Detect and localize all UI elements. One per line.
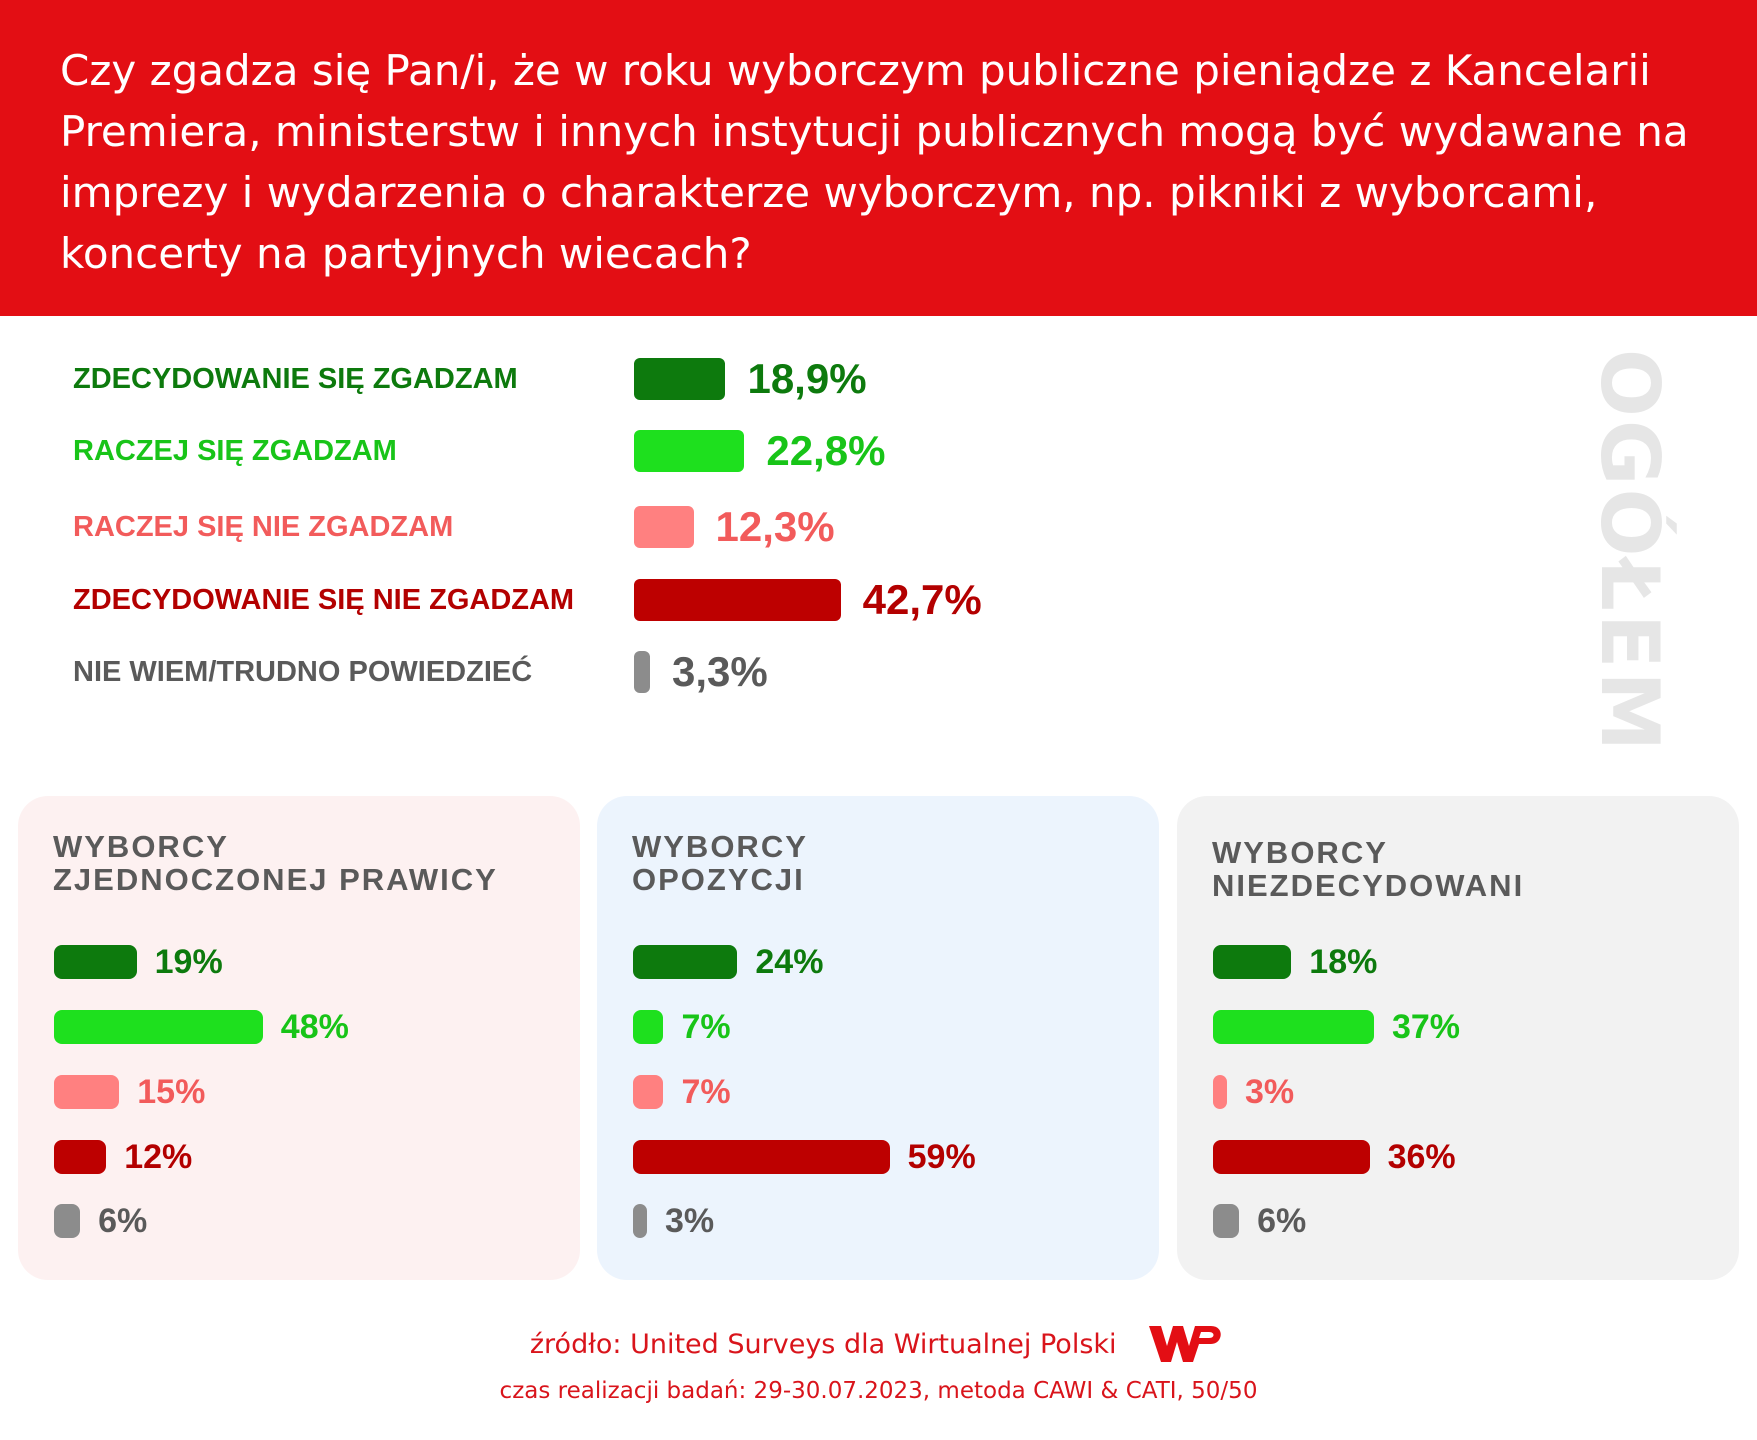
bar-agree xyxy=(633,1010,664,1044)
bar-strong-agree xyxy=(633,945,738,979)
value-label-agree: 7% xyxy=(681,1008,731,1046)
bar-strong-agree xyxy=(54,945,137,979)
bar-agree xyxy=(54,1010,263,1044)
value-label-strong-agree: 19% xyxy=(154,943,223,981)
bar-dont-know xyxy=(54,1204,81,1238)
bar-strong-agree xyxy=(1213,945,1292,979)
category-label-dont-know: NIE WIEM/TRUDNO POWIEDZIEĆ xyxy=(73,656,533,688)
header-banner: Czy zgadza się Pan/i, że w roku wyborczy… xyxy=(0,0,1757,316)
overall-chart: ZDECYDOWANIE SIĘ ZGADZAM 18,9% RACZEJ SIĘ … xyxy=(0,316,1757,786)
value-label-dont-know: 3% xyxy=(665,1202,715,1240)
category-label-agree: RACZEJ SIĘ ZGADZAM xyxy=(73,435,397,467)
value-label-disagree: 7% xyxy=(681,1073,731,1111)
value-label-strong-agree: 24% xyxy=(755,943,824,981)
panel-niezdecydowani: WYBORCY NIEZDECYDOWANI 18% 37% 3% 36% 6% xyxy=(1177,796,1739,1280)
question-title: Czy zgadza się Pan/i, że w roku wyborczy… xyxy=(60,46,1689,278)
panel-title: WYBORCY OPOZYCJI xyxy=(632,829,808,897)
bar-agree xyxy=(1213,1010,1374,1044)
value-label-dont-know: 3,3% xyxy=(671,648,768,695)
bar-strong-disagree xyxy=(54,1140,107,1174)
wp-logo-icon xyxy=(1149,1326,1221,1362)
panel-title: WYBORCY ZJEDNOCZONEJ PRAWICY xyxy=(53,829,498,897)
panel-title: WYBORCY NIEZDECYDOWANI xyxy=(1212,835,1525,903)
bar-strong-disagree xyxy=(633,1140,890,1174)
value-label-strong-disagree: 59% xyxy=(907,1138,976,1176)
value-label-strong-disagree: 12% xyxy=(124,1138,193,1176)
bar-agree xyxy=(634,430,745,472)
value-label-disagree: 15% xyxy=(137,1073,206,1111)
bar-dont-know xyxy=(1213,1204,1240,1238)
bar-strong-disagree xyxy=(634,579,841,621)
bar-disagree xyxy=(633,1075,664,1109)
panel-opozycja: WYBORCY OPOZYCJI 24% 7% 7% 59% 3% xyxy=(597,796,1159,1280)
value-label-disagree: 12,3% xyxy=(715,503,835,550)
value-label-strong-agree: 18,9% xyxy=(747,355,867,402)
source-line: źródło: United Surveys dla Wirtualnej Po… xyxy=(0,1320,1757,1368)
value-label-strong-agree: 18% xyxy=(1309,943,1378,981)
bar-strong-agree xyxy=(634,358,726,400)
bar-dont-know xyxy=(633,1204,647,1238)
value-label-agree: 48% xyxy=(280,1008,349,1046)
panel-zjednoczona-prawica: WYBORCY ZJEDNOCZONEJ PRAWICY 19% 48% 15% 12… xyxy=(18,796,580,1280)
bar-dont-know xyxy=(634,651,650,693)
value-label-agree: 22,8% xyxy=(766,427,886,474)
value-label-disagree: 3% xyxy=(1245,1073,1295,1111)
bar-disagree xyxy=(54,1075,120,1109)
value-label-dont-know: 6% xyxy=(98,1202,148,1240)
survey-time: czas realizacji badań: 29-30.07.2023, me… xyxy=(499,1378,1258,1404)
value-label-agree: 37% xyxy=(1391,1008,1460,1046)
bar-disagree xyxy=(1213,1075,1227,1109)
bar-strong-disagree xyxy=(1213,1140,1370,1174)
bar-disagree xyxy=(634,506,694,548)
value-label-dont-know: 6% xyxy=(1257,1202,1307,1240)
value-label-strong-disagree: 42,7% xyxy=(862,576,982,623)
category-label-strong-disagree: ZDECYDOWANIE SIĘ NIE ZGADZAM xyxy=(73,584,575,616)
source-text: źródło: United Surveys dla Wirtualnej Po… xyxy=(529,1328,1117,1360)
category-label-strong-agree: ZDECYDOWANIE SIĘ ZGADZAM xyxy=(73,363,518,395)
value-label-strong-disagree: 36% xyxy=(1387,1138,1456,1176)
category-label-disagree: RACZEJ SIĘ NIE ZGADZAM xyxy=(73,511,454,543)
